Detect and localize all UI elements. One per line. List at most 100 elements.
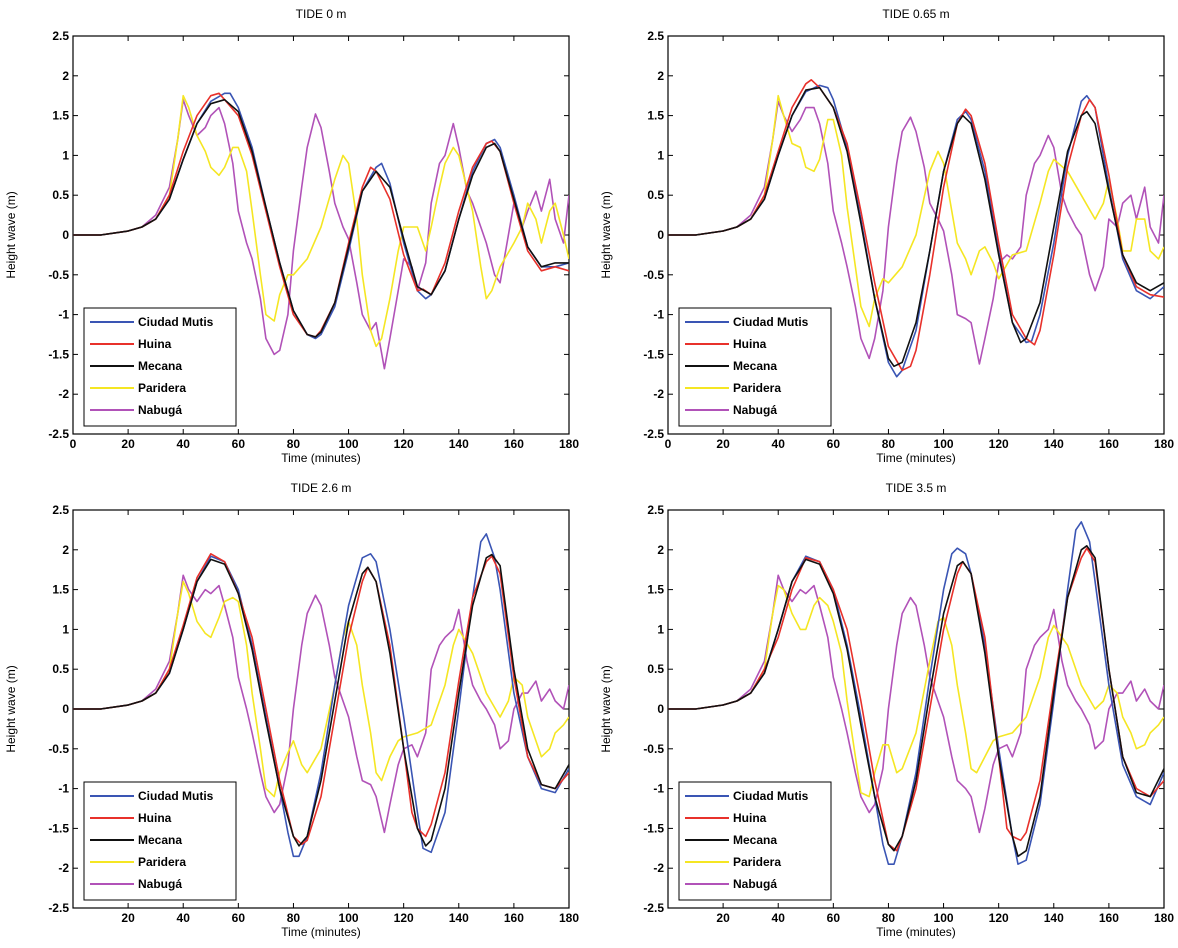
series-line-huina <box>668 547 1164 852</box>
legend-label: Huina <box>733 337 767 351</box>
y-tick-label: -0.5 <box>643 268 664 282</box>
y-tick-label: -1 <box>653 308 664 322</box>
x-tick-label: 100 <box>934 437 954 451</box>
x-tick-label: 60 <box>827 437 841 451</box>
series-line-nabug- <box>668 574 1164 834</box>
y-tick-label: -2 <box>58 861 69 875</box>
y-tick-label: 1.5 <box>647 109 664 123</box>
y-tick-label: 1 <box>657 148 664 162</box>
series-line-paridera <box>73 94 569 348</box>
legend-label: Huina <box>733 811 767 825</box>
y-axis-label: Height wave (m) <box>4 191 18 278</box>
x-tick-label: 120 <box>989 437 1009 451</box>
x-tick-label: 160 <box>1099 437 1119 451</box>
x-tick-label: 0 <box>70 437 77 451</box>
chart-title: TIDE 3.5 m <box>886 481 947 495</box>
x-tick-label: 20 <box>716 911 730 925</box>
y-tick-label: -2 <box>653 387 664 401</box>
legend-label: Mecana <box>138 833 182 847</box>
x-axis-label: Time (minutes) <box>876 925 956 939</box>
x-tick-label: 120 <box>394 911 414 925</box>
y-tick-label: -0.5 <box>643 742 664 756</box>
x-tick-label: 180 <box>1154 437 1174 451</box>
x-tick-label: 120 <box>989 911 1009 925</box>
x-tick-label: 140 <box>449 911 469 925</box>
legend-label: Huina <box>138 337 172 351</box>
x-tick-label: 60 <box>232 437 246 451</box>
series-line-mecana <box>668 86 1164 368</box>
x-tick-label: 140 <box>1044 437 1064 451</box>
y-tick-label: -1.5 <box>48 347 69 361</box>
y-tick-label: 0.5 <box>52 662 69 676</box>
y-tick-label: -1.5 <box>48 821 69 835</box>
legend-label: Nabugá <box>138 403 182 417</box>
x-tick-label: 60 <box>827 911 841 925</box>
legend-label: Ciudad Mutis <box>733 315 809 329</box>
chart-panel-4: TIDE 3.5 m20 40 60 80 100 120 140 160 180-2.5-2-… <box>599 481 1174 939</box>
y-axis-label: Height wave (m) <box>599 191 613 278</box>
series-line-paridera <box>668 584 1164 798</box>
legend-label: Nabugá <box>138 877 182 891</box>
x-tick-label: 140 <box>449 437 469 451</box>
y-tick-label: 0 <box>657 228 664 242</box>
legend-label: Paridera <box>733 855 781 869</box>
y-tick-label: -2 <box>653 861 664 875</box>
y-tick-label: -1 <box>653 782 664 796</box>
legend: Ciudad Mutis Huina Mecana Paridera Nabugá <box>678 781 832 901</box>
y-tick-label: 2 <box>657 69 664 83</box>
x-tick-label: 20 <box>121 437 135 451</box>
y-tick-label: 2.5 <box>647 503 664 517</box>
x-axis-label: Time (minutes) <box>876 451 956 465</box>
y-tick-label: -2.5 <box>48 901 69 915</box>
legend-label: Ciudad Mutis <box>138 315 214 329</box>
legend-label: Nabugá <box>733 877 777 891</box>
legend-label: Nabugá <box>733 403 777 417</box>
series-line-huina <box>73 553 569 846</box>
y-tick-label: 1 <box>657 622 664 636</box>
y-tick-label: -0.5 <box>48 742 69 756</box>
legend: Ciudad Mutis Huina Mecana Paridera Nabugá <box>678 307 832 427</box>
y-tick-label: -0.5 <box>48 268 69 282</box>
x-tick-label: 40 <box>177 437 191 451</box>
x-tick-label: 40 <box>772 437 786 451</box>
x-axis-label: Time (minutes) <box>281 451 361 465</box>
series-line-mecana <box>73 553 569 847</box>
x-tick-label: 160 <box>504 911 524 925</box>
legend-label: Mecana <box>138 359 182 373</box>
legend-label: Paridera <box>138 381 186 395</box>
chart-title: TIDE 2.6 m <box>291 481 352 495</box>
y-tick-label: -1 <box>58 782 69 796</box>
x-tick-label: 100 <box>339 437 359 451</box>
y-tick-label: 1.5 <box>52 109 69 123</box>
y-tick-label: 1.5 <box>647 583 664 597</box>
chart-title: TIDE 0.65 m <box>882 7 949 21</box>
y-tick-label: 1 <box>62 622 69 636</box>
y-tick-label: -1 <box>58 308 69 322</box>
x-tick-label: 100 <box>339 911 359 925</box>
y-tick-label: 0.5 <box>647 188 664 202</box>
legend-label: Ciudad Mutis <box>733 789 809 803</box>
legend-label: Paridera <box>138 855 186 869</box>
x-tick-label: 80 <box>287 911 301 925</box>
legend: Ciudad Mutis Huina Mecana Paridera Nabugá <box>83 307 237 427</box>
series-line-nabug- <box>73 574 569 834</box>
legend: Ciudad Mutis Huina Mecana Paridera Nabugá <box>83 781 237 901</box>
y-axis-label: Height wave (m) <box>4 665 18 752</box>
x-tick-label: 180 <box>559 437 579 451</box>
series-line-huina <box>668 79 1164 372</box>
chart-panel-3: TIDE 2.6 m20 40 60 80 100 120 140 160 180-2.5-2-… <box>4 481 579 939</box>
series-line-mecana <box>668 545 1164 858</box>
x-tick-label: 160 <box>1099 911 1119 925</box>
x-tick-label: 60 <box>232 911 246 925</box>
y-tick-label: 2 <box>657 543 664 557</box>
y-tick-label: -2.5 <box>643 427 664 441</box>
y-tick-label: 0 <box>62 702 69 716</box>
x-tick-label: 180 <box>559 911 579 925</box>
legend-label: Mecana <box>733 833 777 847</box>
y-tick-label: 2.5 <box>647 29 664 43</box>
chart-title: TIDE 0 m <box>296 7 347 21</box>
x-tick-label: 120 <box>394 437 414 451</box>
x-tick-label: 20 <box>121 911 135 925</box>
x-tick-label: 0 <box>665 437 672 451</box>
